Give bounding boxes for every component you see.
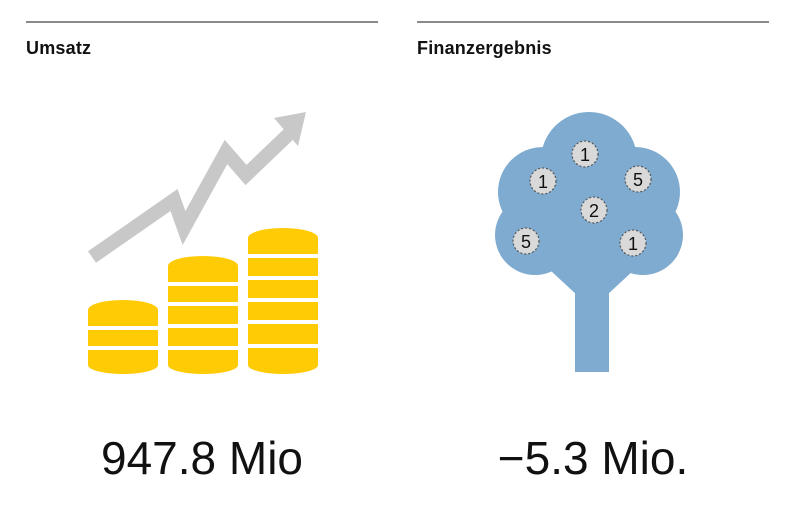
coin-icon: 5 <box>512 227 540 255</box>
money-tree-icon: 1 1 5 2 5 1 <box>495 112 683 372</box>
revenue-heading: Umsatz <box>26 38 92 58</box>
financial-result-value: −5.3 Mio. <box>497 432 689 484</box>
coin-icon: 5 <box>624 165 652 193</box>
coin-label: 1 <box>628 234 638 254</box>
coin-icon: 2 <box>580 196 608 224</box>
coin-label: 2 <box>589 201 599 221</box>
coin-stacks-rising-arrow-icon <box>88 112 318 374</box>
financial-result-heading: Finanzergebnis <box>417 38 552 58</box>
coin-label: 5 <box>633 170 643 190</box>
coin-stack-tall <box>248 228 318 374</box>
rising-arrow-icon <box>88 112 306 263</box>
top-divider <box>417 21 769 23</box>
coin-label: 1 <box>580 145 590 165</box>
tree-coins: 1 1 5 2 5 1 <box>512 140 652 257</box>
revenue-value: 947.8 Mio <box>100 432 303 484</box>
coin-icon: 1 <box>571 140 599 168</box>
coin-stack-medium <box>168 256 238 374</box>
coin-label: 5 <box>521 232 531 252</box>
coin-icon: 1 <box>619 229 647 257</box>
coin-icon: 1 <box>529 167 557 195</box>
revenue-panel: Umsatz <box>26 0 386 517</box>
coin-label: 1 <box>538 172 548 192</box>
top-divider <box>26 21 378 23</box>
financial-result-panel: Finanzergebnis 1 1 <box>417 0 777 517</box>
coin-stack-small <box>88 300 158 374</box>
